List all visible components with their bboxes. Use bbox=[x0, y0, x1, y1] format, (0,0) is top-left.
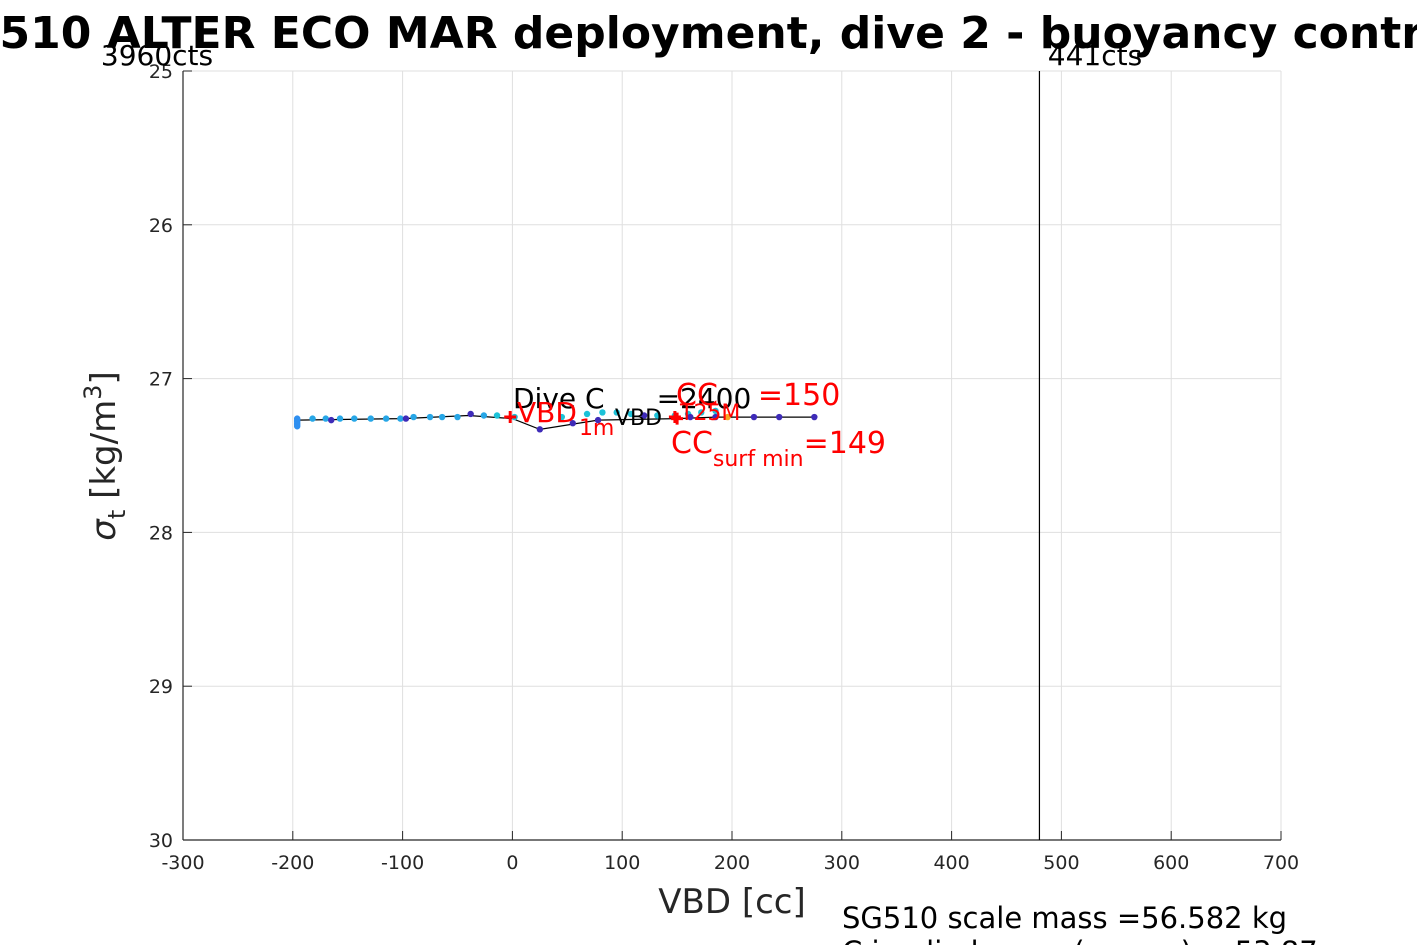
vbd-1m-main: VBD bbox=[517, 396, 577, 429]
data-point bbox=[712, 407, 719, 415]
cc-surf-value: =149 bbox=[804, 426, 886, 461]
data-point bbox=[480, 412, 488, 419]
y-tick-label: 30 bbox=[149, 830, 173, 852]
x-tick-label: -300 bbox=[161, 852, 204, 874]
data-point bbox=[328, 416, 335, 424]
data-point bbox=[410, 413, 417, 421]
cc-surf-sub: surf min bbox=[713, 447, 804, 472]
data-point bbox=[367, 415, 374, 422]
cc-value: =150 bbox=[758, 378, 840, 413]
data-point bbox=[724, 413, 731, 421]
red-plus-marker bbox=[671, 412, 684, 425]
implied-mass-text: C implied mass (sensor) = 53.87 bbox=[842, 935, 1318, 945]
data-point bbox=[536, 426, 544, 433]
x-tick-label: -100 bbox=[381, 852, 424, 874]
data-point bbox=[309, 415, 316, 422]
data-point bbox=[750, 413, 758, 421]
y-tick-label: 25 bbox=[149, 61, 173, 83]
data-point bbox=[293, 415, 301, 422]
data-point bbox=[698, 409, 705, 416]
data-point bbox=[493, 412, 501, 419]
chart-title: SG510 ALTER ECO MAR deployment, dive 2 -… bbox=[0, 8, 1417, 59]
x-tick-label: 600 bbox=[1153, 852, 1189, 874]
data-point bbox=[811, 413, 818, 421]
data-point bbox=[613, 409, 620, 416]
x-tick-label: 400 bbox=[933, 852, 969, 874]
y-tick-label: 29 bbox=[149, 676, 173, 698]
vbd-center-label: VBD bbox=[615, 406, 662, 431]
x-tick-labels: -300 -200 -100 0 100 200 300 400 500 600 700 bbox=[161, 852, 1299, 874]
t25m-label: T25M bbox=[679, 401, 740, 426]
y-label-unit-post: ] bbox=[84, 371, 124, 384]
x-tick-label: 300 bbox=[824, 852, 860, 874]
red-plus-marker bbox=[504, 411, 517, 424]
data-point bbox=[687, 413, 694, 421]
cc-annotation: CC =150 bbox=[676, 378, 840, 413]
y-label-unit-pre: [kg/m bbox=[84, 400, 124, 510]
dive-c-annotation: Dive C =2400 bbox=[513, 382, 751, 415]
vbd-1m-annotation: VBD1m bbox=[517, 396, 614, 441]
vbd-1m-sub: 1m bbox=[579, 416, 614, 441]
data-point bbox=[558, 413, 566, 421]
cc-surf-min-annotation: CCsurf min=149 bbox=[671, 426, 886, 472]
x-tick-label: 200 bbox=[714, 852, 750, 874]
y-label-unit-sup: 3 bbox=[79, 385, 107, 400]
data-point bbox=[654, 412, 661, 419]
x-tick-label: 700 bbox=[1263, 852, 1299, 874]
data-point bbox=[438, 413, 446, 421]
y-label-sigma: σ bbox=[84, 518, 124, 541]
x-axis-label: VBD [cc] bbox=[658, 882, 806, 922]
data-point bbox=[583, 410, 591, 418]
top-right-count-label: 441cts bbox=[1048, 39, 1142, 72]
y-tick-label: 28 bbox=[149, 522, 173, 544]
red-markers bbox=[504, 411, 684, 425]
axes bbox=[182, 70, 1282, 841]
data-point bbox=[599, 409, 606, 416]
dive-c-main: Dive C bbox=[513, 382, 605, 415]
x-tick-label: 100 bbox=[604, 852, 640, 874]
data-point bbox=[426, 413, 434, 421]
data-point bbox=[336, 415, 344, 422]
data-point bbox=[776, 413, 783, 421]
data-point bbox=[322, 415, 329, 422]
data-point bbox=[569, 420, 576, 427]
data-point bbox=[640, 412, 648, 419]
data-point bbox=[351, 415, 358, 422]
y-tick-labels: 25 26 27 28 29 30 bbox=[149, 61, 173, 852]
data-point bbox=[402, 415, 410, 422]
x-tick-label: 0 bbox=[506, 852, 518, 874]
scale-mass-text: SG510 scale mass =56.582 kg bbox=[842, 901, 1287, 935]
dive-c-value: =2400 bbox=[657, 382, 752, 415]
data-point bbox=[397, 415, 404, 422]
data-point bbox=[454, 413, 461, 421]
y-tick-label: 26 bbox=[149, 215, 173, 237]
x-tick-label: -200 bbox=[271, 852, 314, 874]
y-label-sub: t bbox=[103, 510, 131, 519]
x-tick-label: 500 bbox=[1043, 852, 1079, 874]
cc-main: CC bbox=[676, 378, 718, 413]
top-left-count-label: 3960cts bbox=[101, 39, 213, 72]
red-plus-marker bbox=[668, 411, 681, 424]
data-point bbox=[467, 410, 474, 418]
cc-surf-main: CC bbox=[671, 426, 713, 461]
data-point bbox=[382, 415, 390, 422]
y-tick-label: 27 bbox=[149, 369, 173, 391]
data-point bbox=[594, 416, 602, 424]
data-point bbox=[627, 410, 635, 418]
y-axis-label: σt [kg/m3] bbox=[79, 371, 131, 540]
data-point bbox=[712, 413, 719, 421]
